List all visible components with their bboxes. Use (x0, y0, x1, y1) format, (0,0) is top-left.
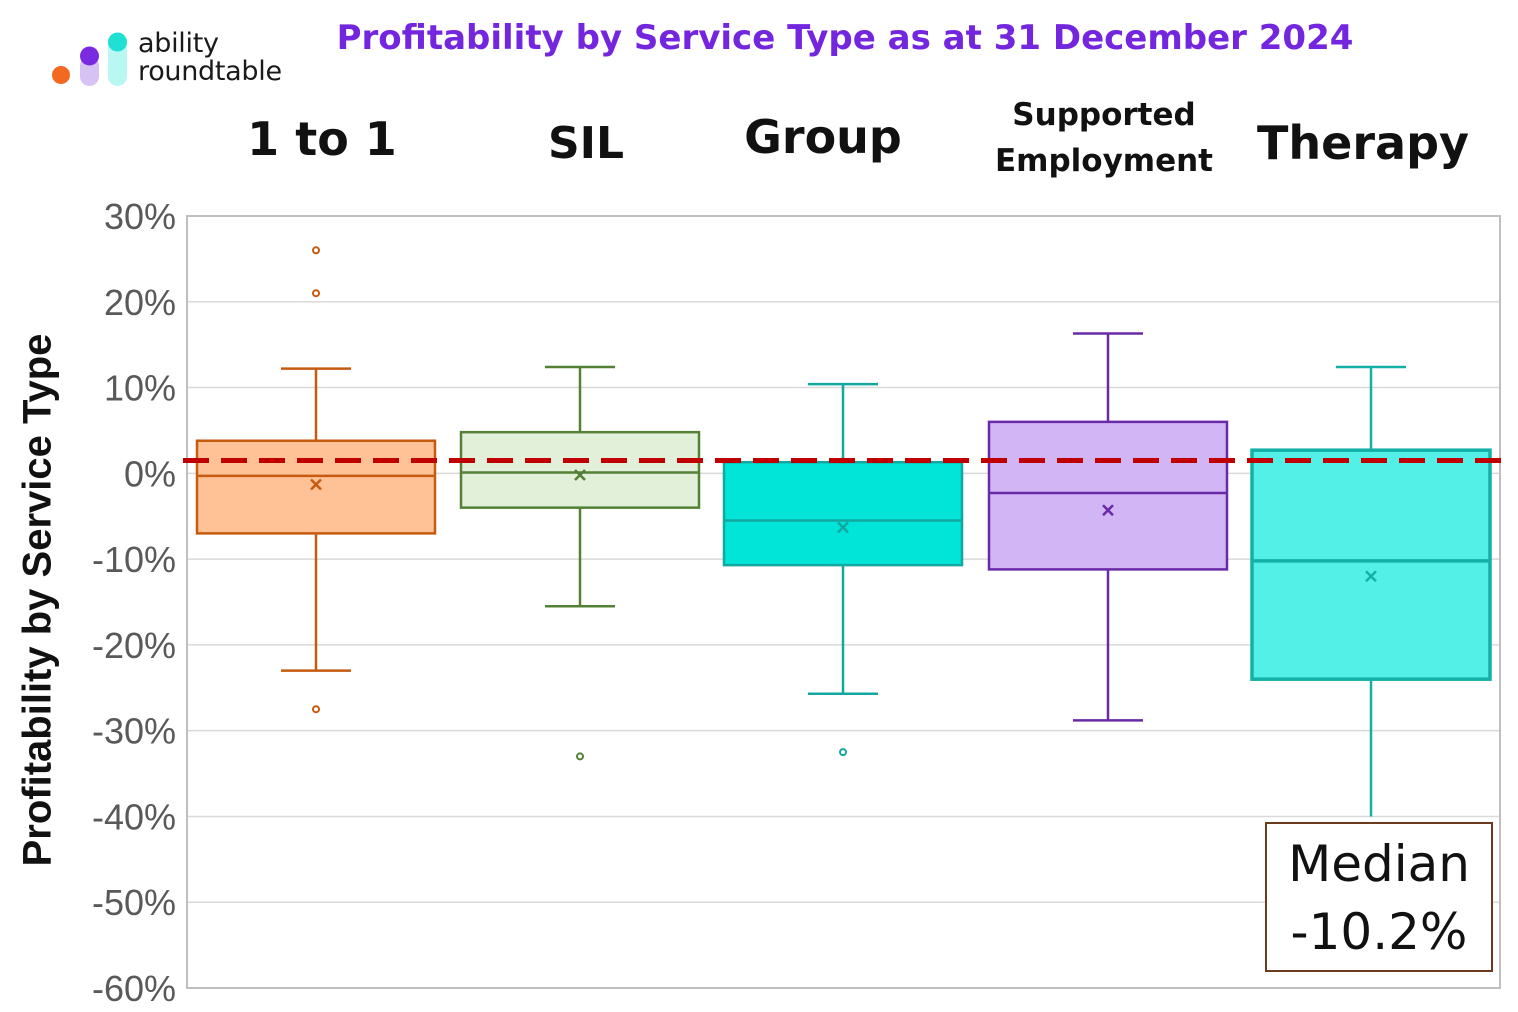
mean-marker (1365, 570, 1377, 583)
outlier-point (576, 752, 584, 761)
y-tick-label: 0% (124, 453, 176, 494)
mean-marker (310, 478, 322, 491)
y-tick-label: 20% (104, 282, 176, 323)
y-tick-label: 10% (104, 368, 176, 409)
category-label-supported-employment: Supported Employment (994, 97, 1213, 179)
plot-frame (186, 215, 1501, 989)
outlier-point (839, 748, 847, 757)
y-tick-label: -40% (92, 796, 176, 837)
y-tick-label: -50% (92, 882, 176, 923)
median-annotation-value: -10.2% (1290, 903, 1468, 961)
logo-text-line2: roundtable (138, 56, 282, 87)
category-label-therapy: Therapy (1257, 116, 1469, 170)
box (987, 420, 1229, 571)
logo-orange-dot (52, 66, 70, 84)
box (459, 430, 701, 509)
category-label-group: Group (744, 110, 902, 164)
mean-marker (574, 469, 586, 481)
outlier-point (312, 289, 320, 298)
category-label-sil: SIL (547, 118, 625, 169)
category-label-1to1: 1 to 1 (247, 112, 397, 166)
outlier-point (312, 705, 320, 714)
y-tick-label: -30% (92, 711, 176, 752)
y-tick-label: -10% (92, 539, 176, 580)
box (1250, 448, 1492, 681)
box (195, 439, 437, 535)
y-tick-label: -60% (92, 968, 176, 1009)
logo-purple-dot (80, 46, 99, 66)
mean-marker (1102, 504, 1114, 517)
logo (52, 32, 127, 86)
y-tick-label: 30% (104, 196, 176, 237)
logo-teal-dot (108, 32, 127, 52)
mean-marker (837, 521, 849, 534)
chart-title: Profitability by Service Type as at 31 D… (336, 18, 1354, 58)
median-annotation: Median -10.2% (1265, 822, 1493, 972)
box (722, 460, 964, 567)
logo-text-line1: ability (138, 28, 219, 59)
outlier-point (312, 246, 320, 255)
logo-wordmark: ability roundtable (138, 30, 282, 86)
y-tick-label: -20% (92, 625, 176, 666)
median-annotation-label: Median (1288, 835, 1470, 893)
